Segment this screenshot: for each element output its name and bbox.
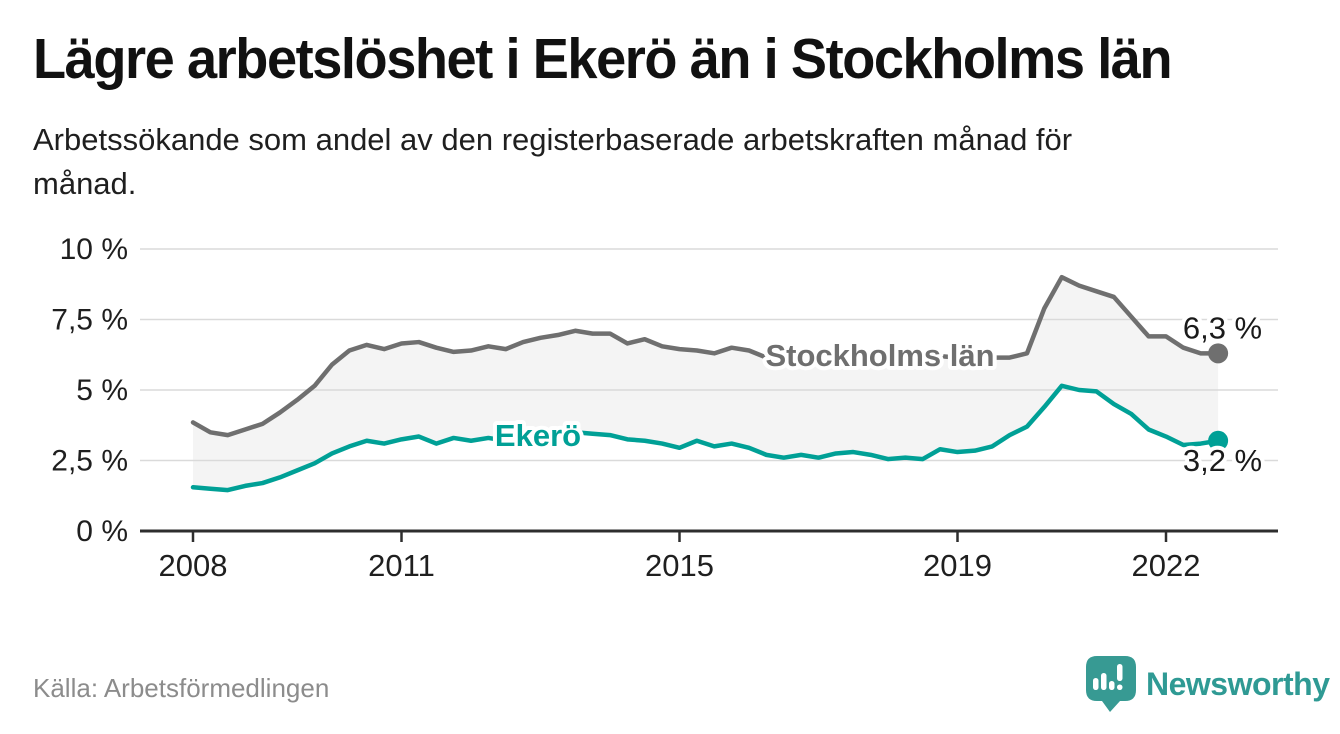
logo-bar-2 — [1101, 673, 1107, 690]
between-series-fill — [193, 277, 1219, 491]
newsworthy-logo-icon — [1086, 656, 1136, 712]
series-line-ekero — [190, 383, 1221, 493]
chart-subtitle: Arbetssökande som andel av den registerb… — [33, 118, 1072, 206]
source-credit: Källa: Arbetsförmedlingen — [33, 673, 330, 703]
chart-subtitle-line1: Arbetssökande som andel av den registerb… — [33, 122, 1073, 157]
chart-title: Lägre arbetslöshet i Ekerö än i Stockhol… — [33, 27, 1173, 91]
chart-subtitle-line2: månad. — [33, 166, 137, 201]
newsworthy-logo-text: Newsworthy — [1146, 665, 1330, 702]
y-axis-tick-label: 10 % — [60, 233, 128, 266]
x-axis-tick-label: 2022 — [1132, 548, 1201, 583]
logo-bar-1 — [1093, 678, 1099, 690]
x-axis-tick-label: 2019 — [923, 548, 992, 583]
end-value-label: 3,2 % — [1183, 443, 1262, 478]
y-axis-tick-label: 0 % — [76, 515, 128, 548]
series-line-stockholms-lan — [190, 274, 1221, 438]
end-value-label: 6,3 % — [1183, 310, 1262, 345]
newsworthy-logo: Newsworthy — [1085, 654, 1330, 714]
series-end-dot-stockholms-lan — [1208, 343, 1229, 364]
x-axis-tick-label: 2008 — [159, 548, 228, 583]
x-axis-tick-label: 2011 — [368, 548, 435, 583]
y-axis-tick-label: 5 % — [76, 374, 128, 407]
logo-exclamation-dot — [1117, 684, 1123, 690]
x-axis-tick-label: 2015 — [645, 548, 714, 583]
logo-bar-3 — [1109, 681, 1115, 690]
logo-exclamation-stem — [1117, 664, 1123, 681]
y-axis-tick-label: 7,5 % — [51, 304, 128, 337]
series-inline-label-stockholms-lan: Stockholms län — [765, 338, 994, 373]
series-end-dot-ekero — [1208, 430, 1229, 451]
series-inline-label-ekero: Ekerö — [495, 418, 581, 453]
y-axis-tick-label: 2,5 % — [51, 445, 128, 478]
